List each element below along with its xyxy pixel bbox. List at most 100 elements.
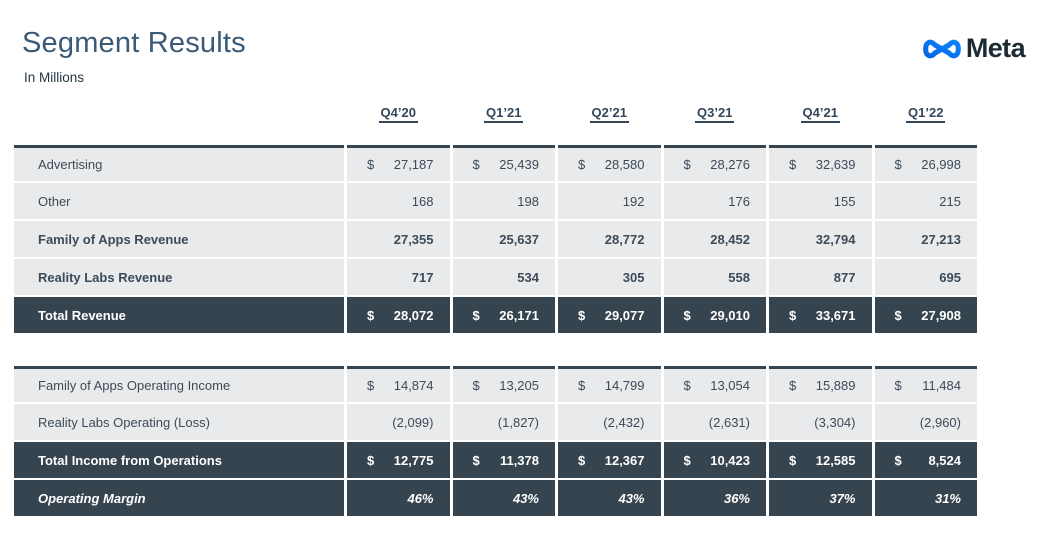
cell-value: 32,794: [769, 221, 872, 257]
cell-value: $29,010: [663, 297, 766, 333]
cell-value: $14,799: [558, 366, 661, 402]
cell-value: $10,423: [663, 442, 766, 478]
dollar-sign: $: [683, 157, 691, 172]
dollar-sign: $: [894, 378, 902, 393]
cell-value: (1,827): [452, 404, 555, 440]
cell-value: 176: [663, 183, 766, 219]
cell-value: $13,205: [452, 366, 555, 402]
cell-value: $12,585: [769, 442, 872, 478]
cell-value: 36%: [663, 480, 766, 516]
cell-value: 46%: [347, 480, 450, 516]
dollar-sign: $: [367, 452, 375, 468]
dollar-sign: $: [683, 307, 691, 323]
cell-value: (2,960): [874, 404, 977, 440]
col-header-q3-21: Q3’21: [664, 105, 767, 123]
row-reality-labs-operating-loss: Reality Labs Operating (Loss) (2,099) (1…: [14, 404, 977, 440]
dollar-sign: $: [789, 307, 797, 323]
dollar-sign: $: [367, 157, 375, 172]
meta-wordmark: Meta: [965, 33, 1026, 63]
row-total-income-from-operations: Total Income from Operations $12,775 $11…: [14, 442, 977, 478]
cell-value: 155: [769, 183, 872, 219]
cell-value: 31%: [874, 480, 977, 516]
dollar-sign: $: [472, 452, 480, 468]
page-subtitle: In Millions: [24, 70, 85, 85]
cell-value: $29,077: [558, 297, 661, 333]
cell-value: 558: [663, 259, 766, 295]
cell-value: (2,099): [347, 404, 450, 440]
column-header-spacer: [14, 105, 344, 123]
cell-value: $27,187: [347, 145, 450, 181]
row-other: Other 168 198 192 176 155 215: [14, 183, 977, 219]
dollar-sign: $: [578, 307, 586, 323]
cell-value: (2,631): [663, 404, 766, 440]
dollar-sign: $: [894, 452, 902, 468]
cell-value: $11,484: [874, 366, 977, 402]
cell-value: (2,432): [558, 404, 661, 440]
row-family-of-apps-operating-income: Family of Apps Operating Income $14,874 …: [14, 366, 977, 402]
dollar-sign: $: [683, 452, 691, 468]
cell-value: $28,580: [558, 145, 661, 181]
cell-value: 877: [769, 259, 872, 295]
cell-value: 28,452: [663, 221, 766, 257]
dollar-sign: $: [789, 157, 797, 172]
segment-results-table: Advertising $27,187 $25,439 $28,580 $28,…: [14, 145, 977, 518]
column-header-row: Q4’20 Q1’21 Q2’21 Q3’21 Q4’21 Q1’22: [14, 105, 977, 123]
cell-value: 198: [452, 183, 555, 219]
row-advertising: Advertising $27,187 $25,439 $28,580 $28,…: [14, 145, 977, 181]
row-label: Total Income from Operations: [14, 442, 344, 478]
col-header-q1-21: Q1’21: [453, 105, 556, 123]
cell-value: $15,889: [769, 366, 872, 402]
cell-value: 43%: [452, 480, 555, 516]
cell-value: 534: [452, 259, 555, 295]
col-header-q1-22: Q1’22: [875, 105, 978, 123]
dollar-sign: $: [472, 307, 480, 323]
cell-value: 28,772: [558, 221, 661, 257]
cell-value: $25,439: [452, 145, 555, 181]
col-header-q4-21: Q4’21: [769, 105, 872, 123]
cell-value: $33,671: [769, 297, 872, 333]
row-label: Other: [14, 183, 344, 219]
cell-value: $26,171: [452, 297, 555, 333]
cell-value: 27,213: [874, 221, 977, 257]
revenue-section: Advertising $27,187 $25,439 $28,580 $28,…: [14, 145, 977, 333]
cell-value: 27,355: [347, 221, 450, 257]
dollar-sign: $: [472, 157, 480, 172]
dollar-sign: $: [472, 378, 480, 393]
row-reality-labs-revenue: Reality Labs Revenue 717 534 305 558 877…: [14, 259, 977, 295]
cell-value: 43%: [558, 480, 661, 516]
cell-value: $28,276: [663, 145, 766, 181]
dollar-sign: $: [789, 378, 797, 393]
row-family-of-apps-revenue: Family of Apps Revenue 27,355 25,637 28,…: [14, 221, 977, 257]
cell-value: $26,998: [874, 145, 977, 181]
meta-infinity-icon: [922, 39, 961, 58]
cell-value: $14,874: [347, 366, 450, 402]
dollar-sign: $: [789, 452, 797, 468]
cell-value: 192: [558, 183, 661, 219]
cell-value: $32,639: [769, 145, 872, 181]
page-title: Segment Results: [22, 27, 246, 59]
dollar-sign: $: [578, 157, 586, 172]
cell-value: 25,637: [452, 221, 555, 257]
cell-value: $12,775: [347, 442, 450, 478]
cell-value: $27,908: [874, 297, 977, 333]
dollar-sign: $: [367, 307, 375, 323]
row-total-revenue: Total Revenue $28,072 $26,171 $29,077 $2…: [14, 297, 977, 333]
cell-value: 215: [874, 183, 977, 219]
dollar-sign: $: [578, 452, 586, 468]
cell-value: 168: [347, 183, 450, 219]
cell-value: 305: [558, 259, 661, 295]
row-label: Reality Labs Operating (Loss): [14, 404, 344, 440]
dollar-sign: $: [367, 378, 375, 393]
row-label: Total Revenue: [14, 297, 344, 333]
cell-value: $12,367: [558, 442, 661, 478]
dollar-sign: $: [683, 378, 691, 393]
meta-logo: Meta: [921, 33, 1026, 64]
col-header-q4-20: Q4’20: [347, 105, 450, 123]
dollar-sign: $: [894, 307, 902, 323]
operating-income-section: Family of Apps Operating Income $14,874 …: [14, 366, 977, 516]
row-label: Operating Margin: [14, 480, 344, 516]
cell-value: 37%: [769, 480, 872, 516]
row-label: Reality Labs Revenue: [14, 259, 344, 295]
row-label: Family of Apps Revenue: [14, 221, 344, 257]
